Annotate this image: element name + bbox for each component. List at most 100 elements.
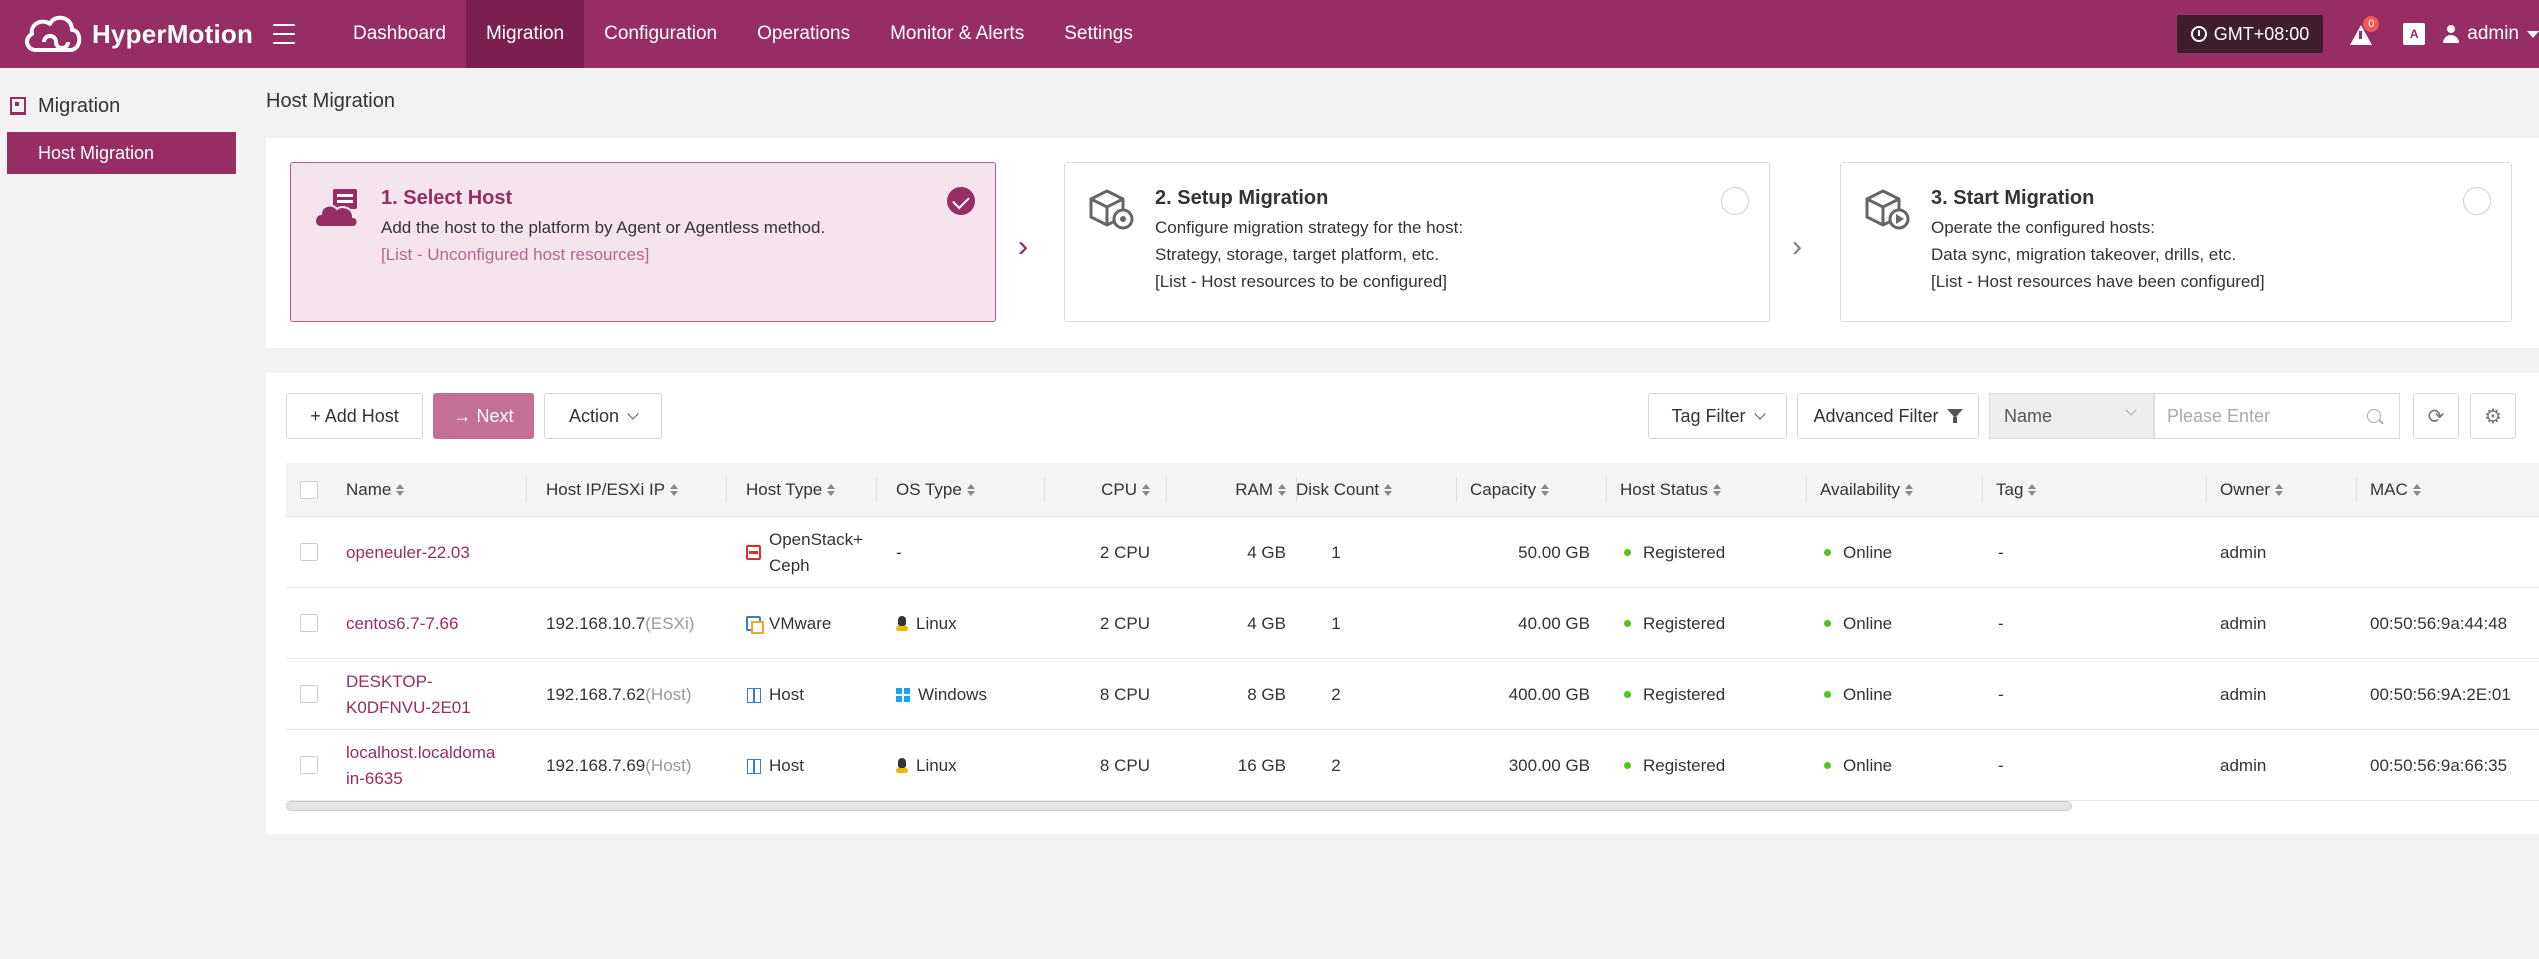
step-description: Operate the configured hosts:	[1931, 218, 2155, 237]
advanced-filter-button[interactable]: Advanced Filter	[1797, 393, 1979, 439]
cell-ip: 192.168.7.62 (Host)	[546, 659, 726, 730]
host-type-text: Host	[769, 755, 804, 775]
nav-settings[interactable]: Settings	[1064, 23, 1133, 44]
row-checkbox[interactable]	[300, 756, 318, 774]
cell-name[interactable]: openeuler-22.03	[346, 517, 516, 588]
cell-mac: 00:50:56:9A:2E:01	[2370, 659, 2539, 730]
username: admin	[2467, 23, 2519, 44]
cell-status: Registered	[1624, 517, 1784, 588]
col-ram[interactable]: RAM	[1176, 463, 1286, 517]
filter-icon	[1946, 408, 1963, 424]
search-input[interactable]	[2167, 405, 2377, 427]
cell-name[interactable]: localhost.localdoma in-6635	[346, 730, 516, 801]
refresh-button[interactable]: ⟳	[2413, 393, 2459, 439]
sort-icon	[2028, 484, 2037, 496]
nav-monitor-alerts[interactable]: Monitor & Alerts	[890, 23, 1025, 44]
search-field-select[interactable]: Name	[1989, 393, 2154, 439]
gear-icon: ⚙	[2484, 405, 2502, 428]
row-checkbox[interactable]	[300, 543, 318, 561]
col-capacity[interactable]: Capacity	[1470, 463, 1550, 517]
table-row[interactable]: centos6.7-7.66 192.168.10.7 (ESXi) VMware Li…	[286, 588, 2539, 659]
name-text: centos6.7-7.66	[346, 613, 459, 633]
table-row[interactable]: localhost.localdoma in-6635 192.168.7.69(…	[286, 730, 2539, 801]
row-checkbox[interactable]	[300, 614, 318, 632]
cell-status: Registered	[1624, 588, 1784, 659]
tag-text: -	[1998, 613, 2004, 633]
col-cpu[interactable]: CPU	[1056, 463, 1150, 517]
timezone-display[interactable]: GMT+08:00	[2176, 15, 2324, 53]
column-settings-button[interactable]: ⚙	[2470, 393, 2516, 439]
cell-mac: 00:50:56:9a:66:35	[2370, 730, 2539, 801]
step-start-migration[interactable]: 3. Start Migration Operate the configure…	[1840, 162, 2512, 322]
col-name[interactable]: Name	[346, 463, 405, 517]
search-field-value: Name	[2004, 405, 2053, 426]
action-dropdown[interactable]: Action	[544, 393, 662, 439]
cell-tag: -	[1998, 659, 2058, 730]
cell-capacity: 300.00 GB	[1470, 730, 1590, 801]
cell-name[interactable]: centos6.7-7.66	[346, 588, 516, 659]
select-all-checkbox[interactable]	[300, 481, 318, 499]
user-menu[interactable]: admin	[2443, 23, 2539, 45]
col-os-type[interactable]: OS Type	[896, 463, 975, 517]
col-owner[interactable]: Owner	[2220, 463, 2284, 517]
cell-ram: 4 GB	[1176, 517, 1286, 588]
cell-disks: 1	[1296, 588, 1376, 659]
sidebar-item-host-migration[interactable]: Host Migration	[7, 132, 236, 174]
search-icon[interactable]	[2367, 409, 2381, 423]
col-tag[interactable]: Tag	[1996, 463, 2037, 517]
table-row[interactable]: DESKTOP- K0DFNVU-2E01 192.168.7.62 (Host) H…	[286, 659, 2539, 730]
sort-icon	[670, 484, 679, 496]
col-host-status[interactable]: Host Status	[1620, 463, 1721, 517]
cell-capacity: 40.00 GB	[1470, 588, 1590, 659]
cell-owner: admin	[2220, 659, 2340, 730]
add-host-button[interactable]: + Add Host	[286, 393, 423, 439]
cell-name[interactable]: DESKTOP- K0DFNVU-2E01	[346, 659, 516, 730]
sidebar-section-migration[interactable]: Migration	[0, 68, 248, 132]
brand[interactable]: HyperMotion	[22, 12, 267, 56]
menu-toggle-icon[interactable]	[273, 24, 295, 44]
owner-text: admin	[2220, 684, 2267, 704]
sort-icon	[1142, 484, 1150, 496]
availability-text: Online	[1843, 542, 1893, 562]
cell-availability: Online	[1824, 588, 1974, 659]
step-checked-icon[interactable]	[947, 187, 975, 215]
col-host-type[interactable]: Host Type	[746, 463, 836, 517]
nav-configuration[interactable]: Configuration	[604, 23, 718, 44]
mac-text: 00:50:56:9A:2E:01	[2370, 684, 2511, 704]
row-checkbox[interactable]	[300, 685, 318, 703]
table-row[interactable]: openeuler-22.03 OpenStack+ Ceph - 2 CPU 4 GB…	[286, 517, 2539, 588]
col-disk-count[interactable]: Disk Count	[1296, 463, 1393, 517]
status-dot-icon	[1624, 620, 1631, 627]
capacity-text: 40.00 GB	[1518, 613, 1590, 633]
cell-mac	[2370, 517, 2539, 588]
nav-operations[interactable]: Operations	[757, 23, 851, 44]
cell-host-type: VMware	[746, 588, 876, 659]
step-setup-migration[interactable]: 2. Setup Migration Configure migration s…	[1064, 162, 1770, 322]
col-mac[interactable]: MAC	[2370, 463, 2421, 517]
step-select-host[interactable]: 1. Select Host Add the host to the platf…	[290, 162, 996, 322]
sort-icon	[1384, 484, 1393, 496]
status-text: Registered	[1643, 684, 1726, 704]
step-radio[interactable]	[2463, 187, 2491, 215]
nav-migration[interactable]: Migration	[465, 0, 585, 68]
alert-button[interactable]: 0	[2349, 16, 2380, 46]
nav-dashboard[interactable]: Dashboard	[353, 23, 446, 44]
language-icon[interactable]: A	[2403, 23, 2426, 45]
step-radio[interactable]	[1721, 187, 1749, 215]
cell-ip: 192.168.7.69 (Host)	[546, 730, 726, 801]
status-dot-icon	[1624, 549, 1631, 556]
tag-filter-dropdown[interactable]: Tag Filter	[1648, 393, 1787, 439]
next-button[interactable]: → Next	[433, 393, 534, 439]
chevron-down-icon	[1753, 407, 1766, 420]
cell-os: Linux	[896, 588, 1036, 659]
col-availability[interactable]: Availability	[1820, 463, 1914, 517]
horizontal-scrollbar[interactable]	[286, 801, 2072, 811]
ip-type-note: (Host)	[645, 684, 692, 704]
cell-capacity: 50.00 GB	[1470, 517, 1590, 588]
cell-host-type: OpenStack+ Ceph	[746, 517, 876, 588]
sort-icon	[1278, 484, 1286, 496]
cell-availability: Online	[1824, 730, 1974, 801]
ip-text: 192.168.10.7	[546, 613, 646, 633]
cpu-text: 8 CPU	[1099, 684, 1150, 704]
col-host-ip[interactable]: Host IP/ESXi IP	[546, 463, 679, 517]
